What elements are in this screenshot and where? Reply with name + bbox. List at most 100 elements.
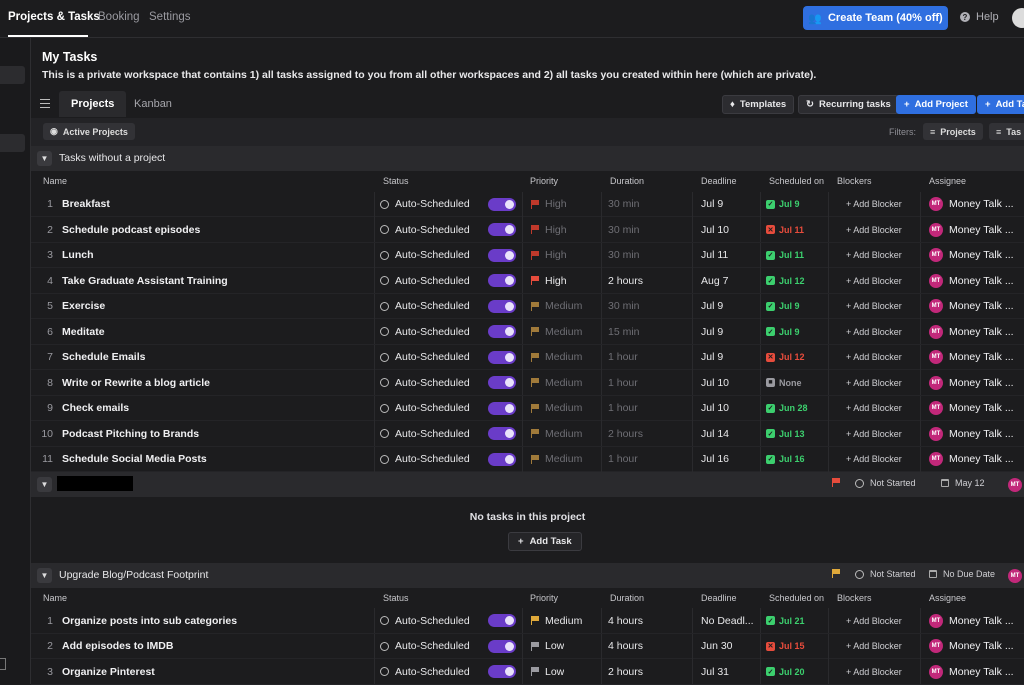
table-row[interactable]: 8 Write or Rewrite a blog article Auto-Sch…: [31, 370, 1024, 396]
group-header[interactable]: ▼ Not Started May 12 MT: [31, 472, 1024, 497]
col-assignee[interactable]: Assignee: [929, 176, 967, 186]
assignee-cell[interactable]: MT Money Talk ...: [929, 192, 1014, 217]
table-row[interactable]: 10 Podcast Pitching to Brands Auto-Schedul…: [31, 421, 1024, 447]
status-cell[interactable]: Auto-Scheduled: [380, 659, 470, 684]
priority-cell[interactable]: High: [531, 243, 567, 268]
assignee-cell[interactable]: MT Money Talk ...: [929, 421, 1014, 446]
status-cell[interactable]: Auto-Scheduled: [380, 634, 470, 659]
scheduled-cell[interactable]: ✓ Jul 9: [766, 319, 800, 344]
col-priority[interactable]: Priority: [530, 593, 559, 603]
assignee-cell[interactable]: MT Money Talk ...: [929, 243, 1014, 268]
task-name[interactable]: Schedule podcast episodes: [62, 223, 201, 236]
assignee-cell[interactable]: MT Money Talk ...: [929, 319, 1014, 344]
deadline-cell[interactable]: Jul 9: [701, 351, 724, 363]
duration-cell[interactable]: 2 hours: [608, 427, 644, 440]
duration-cell[interactable]: 1 hour: [608, 402, 638, 414]
auto-schedule-toggle[interactable]: [488, 452, 516, 466]
scheduled-cell[interactable]: ✓ Jun 28: [766, 396, 808, 421]
chevron-down-icon[interactable]: ▼: [37, 151, 52, 166]
scheduled-cell[interactable]: ✓ Jul 12: [766, 268, 805, 293]
table-row[interactable]: 3 Lunch Auto-Scheduled High 30 min Jul 11 ✓ Jul…: [31, 242, 1024, 268]
priority-cell[interactable]: Medium: [531, 370, 582, 395]
task-name[interactable]: Write or Rewrite a blog article: [62, 376, 211, 389]
deadline-cell[interactable]: Jul 9: [701, 198, 724, 210]
help-link[interactable]: ? Help: [960, 11, 999, 23]
project-status[interactable]: Not Started: [855, 478, 916, 488]
scheduled-cell[interactable]: ✕ Jul 11: [766, 217, 804, 242]
group-header[interactable]: ▼ Tasks without a project: [31, 146, 1024, 171]
add-task-button[interactable]: + Add Ta: [977, 95, 1024, 114]
duration-cell[interactable]: 30 min: [608, 300, 640, 312]
add-blocker-button[interactable]: + Add Blocker: [846, 454, 902, 464]
status-cell[interactable]: Auto-Scheduled: [380, 217, 470, 242]
project-status[interactable]: Not Started: [855, 569, 916, 579]
active-projects-chip[interactable]: ◉ Active Projects: [43, 123, 135, 140]
auto-schedule-toggle[interactable]: [488, 401, 516, 415]
task-name[interactable]: Check emails: [62, 402, 130, 414]
priority-flag-icon[interactable]: [832, 478, 846, 487]
table-row[interactable]: 1 Breakfast Auto-Scheduled High 30 min Jul 9 ✓…: [31, 191, 1024, 217]
status-cell[interactable]: Auto-Scheduled: [380, 370, 470, 395]
add-blocker-button[interactable]: + Add Blocker: [846, 250, 902, 260]
assignee-cell[interactable]: MT Money Talk ...: [929, 608, 1014, 633]
auto-schedule-toggle[interactable]: [488, 299, 516, 313]
duration-cell[interactable]: 4 hours: [608, 640, 644, 652]
assignee-cell[interactable]: MT Money Talk ...: [929, 396, 1014, 421]
duration-cell[interactable]: 15 min: [608, 325, 640, 338]
templates-button[interactable]: ♦ Templates: [722, 95, 795, 114]
assignee-cell[interactable]: MT Money Talk ...: [929, 268, 1014, 293]
tab-settings[interactable]: Settings: [149, 11, 191, 23]
col-status[interactable]: Status: [383, 176, 409, 186]
auto-schedule-toggle[interactable]: [488, 639, 516, 653]
col-scheduled[interactable]: Scheduled on: [769, 176, 825, 186]
table-row[interactable]: 9 Check emails Auto-Scheduled Medium 1 hour J…: [31, 395, 1024, 421]
task-name[interactable]: Take Graduate Assistant Training: [62, 274, 228, 287]
duration-cell[interactable]: 1 hour: [608, 351, 638, 363]
col-scheduled[interactable]: Scheduled on: [769, 593, 825, 603]
task-name[interactable]: Schedule Emails: [62, 351, 146, 363]
priority-flag-icon[interactable]: [832, 569, 846, 578]
create-team-button[interactable]: 👥 Create Team (40% off): [803, 6, 948, 30]
col-deadline[interactable]: Deadline: [701, 593, 737, 603]
assignee-cell[interactable]: MT Money Talk ...: [929, 345, 1014, 370]
assignee-cell[interactable]: MT Money Talk ...: [929, 294, 1014, 319]
deadline-cell[interactable]: Jul 10: [701, 376, 730, 389]
status-cell[interactable]: Auto-Scheduled: [380, 345, 470, 370]
status-cell[interactable]: Auto-Scheduled: [380, 319, 470, 344]
assignee-cell[interactable]: MT Money Talk ...: [929, 447, 1014, 472]
chevron-down-icon[interactable]: ▼: [37, 568, 52, 583]
priority-cell[interactable]: Low: [531, 634, 564, 659]
project-assignee[interactable]: MT: [1008, 569, 1024, 583]
chevron-down-icon[interactable]: ▼: [37, 477, 52, 492]
add-blocker-button[interactable]: + Add Blocker: [846, 352, 902, 362]
auto-schedule-toggle[interactable]: [488, 350, 516, 364]
task-name[interactable]: Breakfast: [62, 198, 110, 210]
col-duration[interactable]: Duration: [610, 593, 645, 603]
scheduled-cell[interactable]: ✕ Jul 15: [766, 634, 805, 659]
assignee-cell[interactable]: MT Money Talk ...: [929, 659, 1014, 684]
add-blocker-button[interactable]: + Add Blocker: [846, 615, 902, 626]
add-blocker-button[interactable]: + Add Blocker: [846, 428, 902, 439]
task-name[interactable]: Organize posts into sub categories: [62, 614, 238, 627]
tab-kanban[interactable]: Kanban: [134, 98, 172, 110]
status-cell[interactable]: Auto-Scheduled: [380, 421, 470, 446]
task-name[interactable]: Add episodes to IMDB: [62, 640, 174, 652]
add-blocker-button[interactable]: + Add Blocker: [846, 403, 902, 413]
duration-cell[interactable]: 2 hours: [608, 274, 644, 287]
add-blocker-button[interactable]: + Add Blocker: [846, 224, 902, 235]
scheduled-cell[interactable]: ✕ Jul 12: [766, 345, 805, 370]
priority-cell[interactable]: Medium: [531, 396, 582, 421]
menu-icon[interactable]: [40, 99, 50, 108]
status-cell[interactable]: Auto-Scheduled: [380, 294, 470, 319]
sidebar-item[interactable]: [0, 66, 25, 84]
deadline-cell[interactable]: Aug 7: [701, 274, 729, 287]
project-date[interactable]: No Due Date: [929, 569, 995, 579]
tab-projects[interactable]: Projects: [59, 91, 127, 117]
assignee-cell[interactable]: MT Money Talk ...: [929, 370, 1014, 395]
add-task-button[interactable]: + Add Task: [508, 532, 582, 551]
scheduled-cell[interactable]: ✓ Jul 9: [766, 192, 800, 217]
col-status[interactable]: Status: [383, 593, 409, 603]
duration-cell[interactable]: 1 hour: [608, 376, 638, 389]
auto-schedule-toggle[interactable]: [488, 325, 516, 338]
col-name[interactable]: Name: [43, 593, 68, 603]
